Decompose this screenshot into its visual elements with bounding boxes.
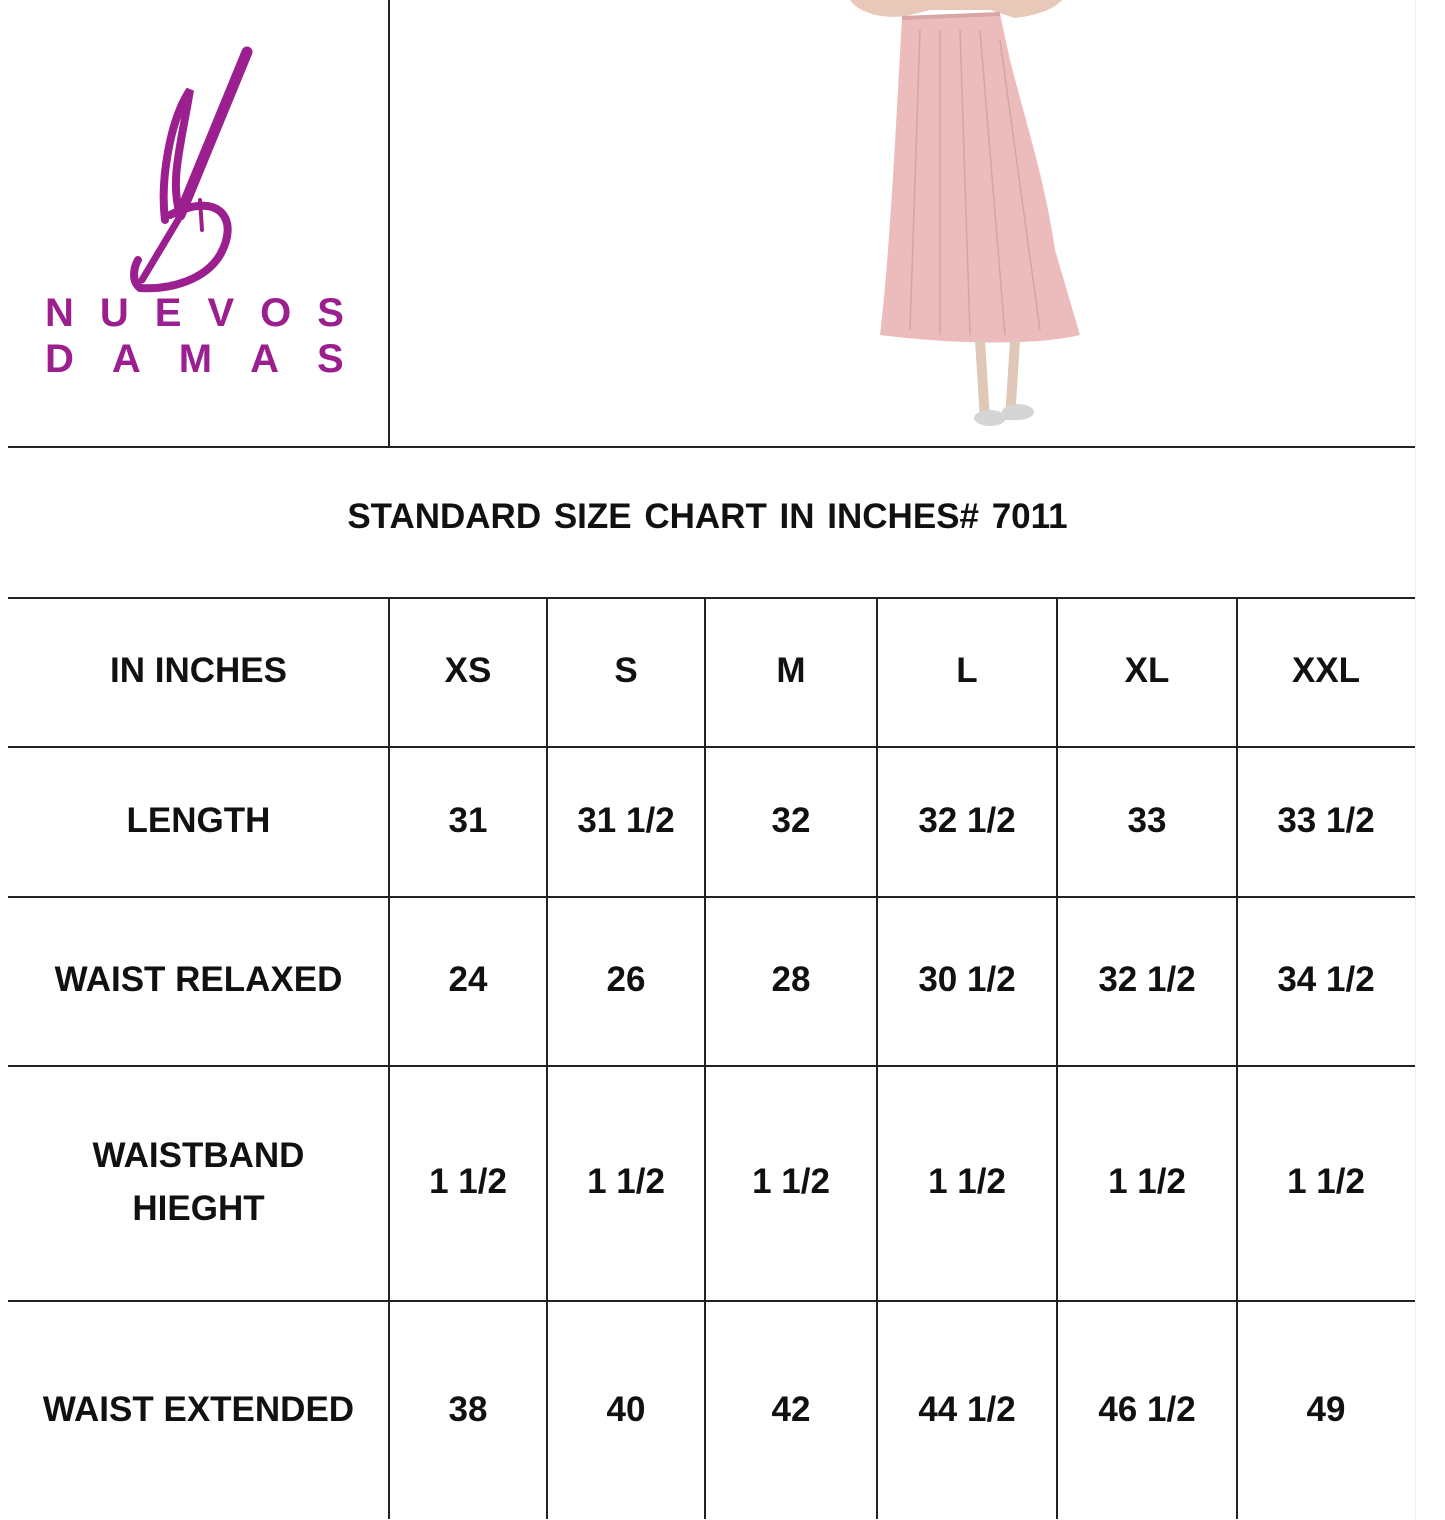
data-cell: 30 1/2 — [918, 960, 1016, 1000]
data-cell: 44 1/2 — [918, 1389, 1016, 1429]
logo-text-nuevos: NUEVOS — [45, 291, 360, 335]
data-cell: 32 — [771, 800, 811, 840]
row-divider — [8, 1300, 1415, 1302]
header-cell: M — [776, 651, 806, 691]
size-chart-title: STANDARD SIZE CHART IN INCHES# 7011 — [347, 497, 1068, 536]
data-cell: 31 1/2 — [577, 800, 675, 840]
data-cell: 1 1/2 — [928, 1162, 1006, 1202]
data-cell: 28 — [771, 960, 811, 1000]
header-cell: XXL — [1291, 651, 1361, 691]
header-label-cell: IN INCHES — [110, 651, 287, 691]
data-cell: 33 — [1127, 800, 1167, 840]
header-cell: XS — [444, 651, 492, 691]
data-cell: 31 — [448, 800, 488, 840]
data-cell: 1 1/2 — [1108, 1162, 1186, 1202]
data-cell: 34 1/2 — [1277, 960, 1375, 1000]
data-cell: 32 1/2 — [1098, 960, 1196, 1000]
data-cell: 38 — [448, 1389, 488, 1429]
data-cell: 24 — [448, 960, 488, 1000]
data-cell: 1 1/2 — [752, 1162, 830, 1202]
data-cell: 1 1/2 — [1287, 1162, 1365, 1202]
measurement-label: WAISTBAND HIEGHT — [92, 1136, 305, 1228]
column-divider — [388, 597, 390, 1519]
measurement-label: LENGTH — [126, 800, 271, 840]
data-cell: 42 — [771, 1389, 811, 1429]
data-cell: 40 — [606, 1389, 646, 1429]
measurement-label: WAIST RELAXED — [54, 960, 343, 1000]
column-divider — [1056, 597, 1058, 1519]
column-divider — [876, 597, 878, 1519]
row-divider — [8, 896, 1415, 898]
data-cell: 32 1/2 — [918, 800, 1016, 840]
column-divider — [1236, 597, 1238, 1519]
data-cell: 33 1/2 — [1277, 800, 1375, 840]
row-divider — [8, 1065, 1415, 1067]
data-cell: 49 — [1306, 1389, 1346, 1429]
brand-logo: NUEVOS DAMAS — [45, 46, 360, 381]
row-divider — [8, 746, 1415, 748]
data-cell: 26 — [606, 960, 646, 1000]
header-cell: L — [956, 651, 978, 691]
header-cell: XL — [1124, 651, 1170, 691]
skirt-product-photo — [850, 0, 1080, 426]
column-divider — [704, 597, 706, 1519]
column-divider — [546, 597, 548, 1519]
logo-text-damas: DAMAS — [45, 337, 360, 381]
data-cell: 1 1/2 — [587, 1162, 665, 1202]
data-cell: 46 1/2 — [1098, 1389, 1196, 1429]
header-divider — [388, 0, 390, 446]
row-divider — [8, 597, 1415, 599]
right-border — [1415, 0, 1416, 1519]
measurement-label: WAIST EXTENDED — [42, 1389, 355, 1429]
header-cell: S — [614, 651, 638, 691]
divider-header — [8, 446, 1415, 448]
data-cell: 1 1/2 — [429, 1162, 507, 1202]
